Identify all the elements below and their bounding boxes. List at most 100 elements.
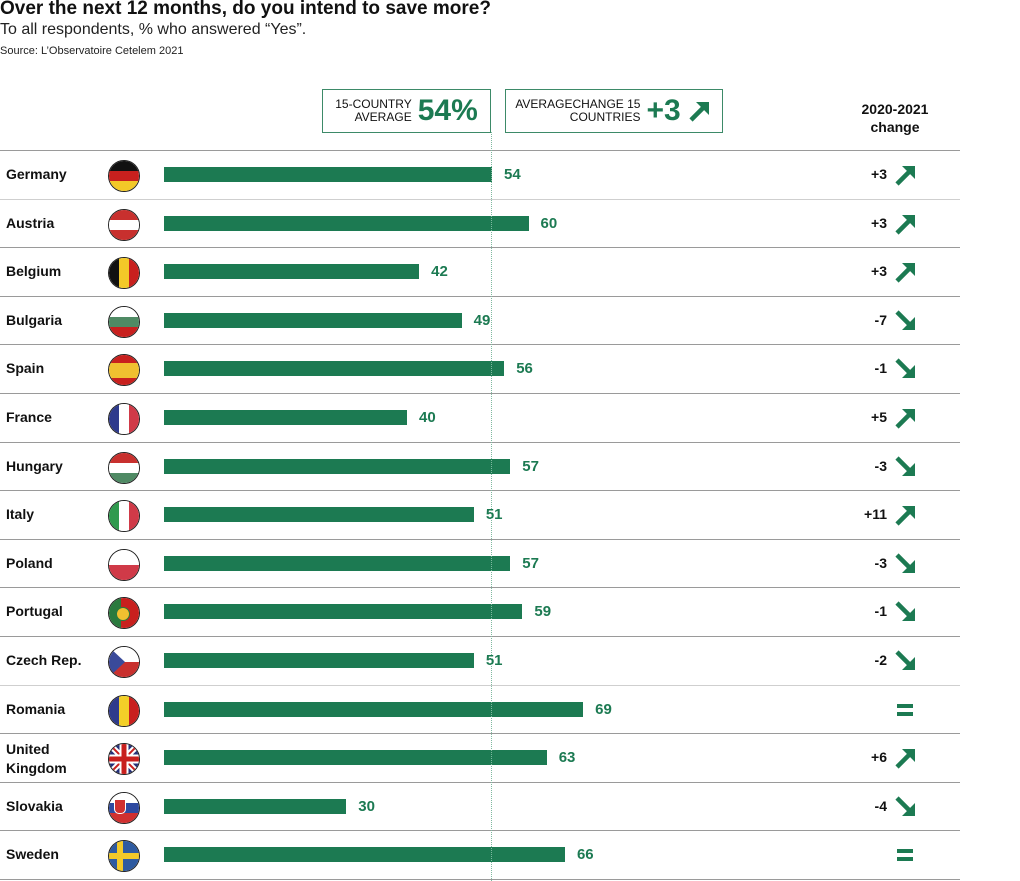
hungary-flag-icon (108, 451, 140, 484)
arrow-down-right-icon (895, 456, 915, 476)
change-value: -4 (874, 797, 887, 814)
bar-germany (164, 167, 493, 182)
country-label: Bulgaria (6, 311, 63, 328)
arrow-down-right-icon (895, 601, 915, 622)
bar-sweden (164, 847, 565, 863)
country-label: Hungary (6, 457, 63, 474)
change-value: +3 (871, 263, 887, 280)
average-label-line1: 15-COUNTRY (335, 97, 412, 111)
country-label: Italy (6, 506, 35, 523)
italy-flag-icon (108, 500, 140, 533)
average-change-label: AVERAGECHANGE 15 COUNTRIES (515, 98, 640, 124)
portugal-flag-icon (108, 597, 140, 630)
bar-value-label: 49 (473, 311, 491, 329)
poland-flag-icon (108, 548, 140, 581)
bar-value-label: 63 (558, 749, 576, 767)
country-label: Poland (6, 554, 53, 571)
table-row: Poland 57 -3 (0, 538, 960, 588)
arrow-up-right-icon (895, 749, 915, 769)
table-row: Portugal 59 -1 (0, 587, 960, 636)
country-label: Czech Rep. (6, 652, 82, 668)
bar-value-label: 69 (595, 700, 612, 718)
germany-flag-icon (108, 160, 140, 192)
country-label: Slovakia (6, 797, 63, 814)
table-row: Slovakia 30 -4 (0, 781, 960, 831)
bottom-divider (0, 879, 960, 880)
bar-value-label: 40 (419, 409, 436, 426)
change-value: +3 (871, 166, 887, 182)
uk-flag-icon (108, 743, 140, 776)
chart-title: Over the next 12 months, do you intend t… (0, 0, 491, 19)
country-label: Germany (6, 166, 67, 182)
bar-belgium (164, 264, 420, 280)
bar-value-label: 51 (485, 506, 503, 524)
country-label: United Kingdom (6, 741, 67, 777)
change-value: +3 (871, 214, 887, 231)
bar-romania (164, 701, 584, 717)
table-row: Czech Rep. 51 -2 (0, 636, 960, 685)
arrow-up-right-icon (689, 102, 709, 122)
table-row: Italy 51 +11 (0, 490, 960, 539)
bar-slovakia (164, 798, 347, 814)
average-label: 15-COUNTRY AVERAGE (335, 98, 411, 124)
sweden-flag-icon (108, 840, 140, 873)
table-row: Hungary 57 -3 (0, 441, 960, 491)
chart-source: Source: L’Observatoire Cetelem 2021 (0, 45, 184, 57)
change-column-header: 2020-2021 change (840, 100, 950, 136)
arrow-up-right-icon (895, 166, 915, 186)
arrow-down-right-icon (895, 553, 915, 573)
bar-value-label: 60 (540, 214, 558, 232)
bar-value-label: 54 (504, 166, 521, 183)
change-value: -1 (874, 360, 887, 377)
average-reference-line (491, 132, 492, 881)
arrow-down-right-icon (895, 310, 915, 330)
change-value: +11 (864, 506, 887, 523)
average-change-label-line2: COUNTRIES (569, 110, 641, 124)
bar-portugal (164, 604, 523, 620)
average-change-label-line1: AVERAGECHANGE 15 (515, 97, 641, 111)
chart-subtitle: To all respondents, % who answered “Yes”… (0, 21, 307, 38)
arrow-down-right-icon (895, 358, 915, 379)
arrow-down-right-icon (895, 650, 915, 670)
france-flag-icon (108, 403, 140, 435)
arrow-down-right-icon (895, 796, 915, 816)
change-value: -7 (874, 311, 887, 328)
bar-spain (164, 361, 505, 377)
table-row: United Kingdom 63 +6 (0, 733, 960, 782)
country-label: France (6, 409, 52, 425)
change-header-line1: 2020-2021 (861, 101, 929, 117)
bar-czech-rep- (164, 653, 474, 668)
table-row: Germany 54 +3 (0, 150, 960, 199)
average-change-value: +3 (646, 94, 681, 127)
bulgaria-flag-icon (108, 305, 140, 338)
bar-value-label: 56 (516, 360, 533, 378)
arrow-up-right-icon (895, 409, 915, 429)
table-row: Austria 60 +3 (0, 198, 960, 248)
average-change-box: AVERAGECHANGE 15 COUNTRIES +3 (505, 89, 723, 133)
average-value: 54% (417, 94, 478, 127)
bar-value-label: 66 (576, 846, 594, 864)
romania-flag-icon (108, 694, 140, 727)
country-label: Romania (6, 700, 66, 717)
arrow-up-right-icon (895, 214, 915, 235)
average-box: 15-COUNTRY AVERAGE 54% (322, 89, 491, 133)
bar-italy (164, 507, 474, 523)
bar-value-label: 51 (485, 652, 503, 669)
bar-value-label: 59 (534, 603, 552, 621)
equal-icon (897, 703, 913, 716)
bar-france (164, 410, 407, 425)
country-label: Austria (6, 214, 55, 231)
average-label-line2: AVERAGE (354, 110, 412, 124)
slovakia-flag-icon (108, 791, 140, 824)
change-value: -3 (874, 554, 887, 571)
arrow-up-right-icon (895, 506, 915, 526)
table-row: Belgium 42 +3 (0, 247, 960, 296)
change-value: +6 (871, 749, 887, 766)
change-value: -3 (874, 457, 887, 474)
table-row: Spain 56 -1 (0, 344, 960, 393)
bar-austria (164, 215, 529, 231)
bar-value-label: 57 (522, 554, 539, 572)
change-value: -1 (874, 603, 887, 620)
